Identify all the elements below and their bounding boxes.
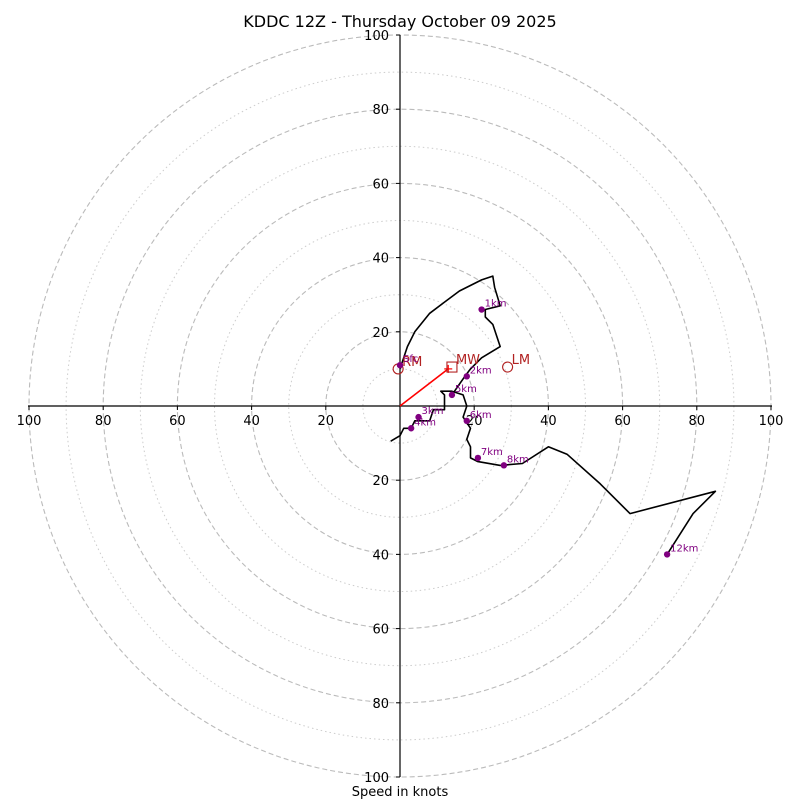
height-marker-1km [478,306,485,313]
x-tick-label: 40 [243,414,260,429]
height-marker-6km [463,417,470,425]
x-tick-label: 20 [318,414,335,429]
y-tick-label: 40 [372,252,389,267]
mw-label: MW [456,353,480,368]
x-tick-label: 20 [466,414,483,429]
height-marker-7km [474,454,482,462]
height-marker-Sfc [396,361,404,369]
height-marker-2km [463,373,470,380]
y-tick-label: 60 [372,623,389,638]
height-label-7km: 7km [481,447,503,458]
x-tick-label: 40 [540,414,557,429]
y-tick-label: 100 [364,29,389,44]
y-tick-label: 40 [372,548,389,563]
tick-labels: 100 80 60 40 20 20 40 60 80 100 100 80 60 40 20 20 40 60 8… [17,29,784,786]
y-tick-label: 100 [364,771,389,786]
height-label-Sfc: Sfc [403,354,418,365]
rm-label: RM [402,355,422,370]
height-label-1km: 1km [485,299,507,310]
y-tick-label: 80 [372,697,389,712]
height-label-8km: 8km [507,454,529,465]
mw-marker [446,361,458,373]
x-tick-label: 80 [95,414,112,429]
x-tick-label: 60 [169,414,186,429]
x-tick-label: 80 [689,414,706,429]
chart-title: KDDC 12Z - Thursday October 09 2025 [243,12,556,31]
x-tick-label: 100 [759,414,784,429]
hodograph-line-upper [399,275,502,396]
height-marker-3km [415,413,422,421]
lm-label: LM [512,353,530,368]
height-label-4km: 4km [414,417,436,428]
x-tick-label: 60 [614,414,631,429]
x-axis-label: Speed in knots [352,785,449,800]
x-tick-label: 100 [17,414,42,429]
height-label-6km: 6km [470,410,492,421]
height-marker-8km [500,462,508,469]
shear-vector-line [399,368,449,407]
storm-motion-markers: RM MW LM [392,353,530,375]
height-label-2km: 2km [470,365,492,376]
height-label-12km: 12km [670,543,698,554]
height-marker-4km [407,425,415,432]
height-marker-5km [448,391,456,399]
height-label-5km: 5km [455,384,477,395]
height-label-3km: 3km [422,406,444,417]
y-tick-label: 80 [372,103,389,118]
lm-marker [502,361,514,373]
y-tick-label: 20 [372,326,389,341]
height-marker-12km [663,551,671,558]
y-tick-label: 20 [372,474,389,489]
y-tick-label: 60 [372,177,389,192]
